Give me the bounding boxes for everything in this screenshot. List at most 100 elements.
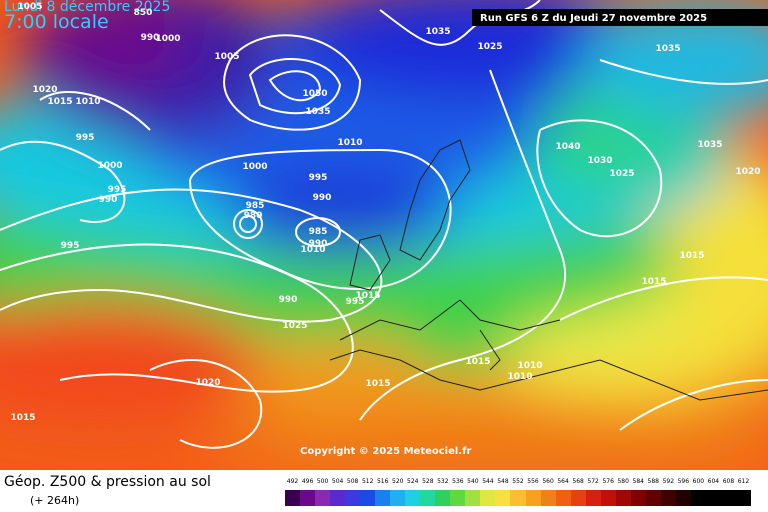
scale-swatch xyxy=(735,490,751,506)
scale-label: 560 xyxy=(542,478,554,485)
isobar-label: 995 xyxy=(309,173,328,183)
scale-label: 528 xyxy=(422,478,434,485)
scale-swatch xyxy=(315,490,331,506)
scale-swatch xyxy=(675,490,691,506)
isobar-label: 990 xyxy=(141,33,160,43)
scale-label: 588 xyxy=(647,478,659,485)
scale-label: 612 xyxy=(737,478,750,485)
scale-label: 492 xyxy=(286,478,299,485)
scale-swatch xyxy=(420,490,436,506)
isobar-label: 1020 xyxy=(195,378,220,388)
scale-swatch xyxy=(330,490,346,506)
isobar-label: 1015 xyxy=(47,97,72,107)
scale-label: 524 xyxy=(407,478,419,485)
scale-swatch xyxy=(450,490,466,506)
isobar-label: 1015 xyxy=(10,413,35,423)
isobar-label: 990 xyxy=(309,239,328,249)
scale-swatch xyxy=(360,490,376,506)
isobar-lines xyxy=(0,0,768,449)
isobar-label: 1025 xyxy=(282,321,307,331)
scale-swatch xyxy=(690,490,706,506)
isobar-label: 1035 xyxy=(425,27,450,37)
scale-swatch xyxy=(525,490,541,506)
isobar-label: 990 xyxy=(279,295,298,305)
scale-swatch xyxy=(720,490,736,506)
scale-label: 532 xyxy=(437,478,449,485)
isobar-label: 1015 xyxy=(365,379,390,389)
scale-swatch xyxy=(345,490,361,506)
footer-title: Géop. Z500 & pression au sol xyxy=(4,474,211,490)
coastlines xyxy=(329,139,768,401)
isobar-label: 1000 xyxy=(155,34,180,44)
scale-label: 552 xyxy=(512,478,524,485)
isobar-label: 1000 xyxy=(242,162,267,172)
scale-label: 600 xyxy=(692,478,705,485)
isobar-label: 1010 xyxy=(517,361,542,371)
isobar-label: 850 xyxy=(134,8,153,18)
isobar-label: 995 xyxy=(346,297,365,307)
scale-swatch xyxy=(480,490,496,506)
scale-label: 500 xyxy=(316,478,329,485)
scale-swatch xyxy=(600,490,616,506)
isobar-label: 1010 xyxy=(337,138,362,148)
scale-swatch xyxy=(705,490,721,506)
scale-label: 496 xyxy=(301,478,314,485)
scale-label: 580 xyxy=(617,478,629,485)
field xyxy=(0,0,768,470)
isobar-label: 995 xyxy=(76,133,95,143)
map: 7:00 locale Lundi 8 décembre 2025 Run GF… xyxy=(0,0,768,470)
isobar-label: 1015 xyxy=(465,357,490,367)
scale-swatch xyxy=(375,490,391,506)
scale-swatch xyxy=(300,490,316,506)
scale-swatch xyxy=(630,490,646,506)
scale-swatch xyxy=(645,490,661,506)
isobar-label: 1015 xyxy=(679,251,704,261)
isobar-label: 1000 xyxy=(97,161,122,171)
scale-label: 540 xyxy=(467,478,479,485)
scale-swatch xyxy=(540,490,556,506)
isobar-label: 1035 xyxy=(697,140,722,150)
scale-label: 512 xyxy=(361,478,374,485)
scale-swatch xyxy=(465,490,481,506)
isobar-label: 1020 xyxy=(32,85,57,95)
isobar-label: 1025 xyxy=(609,169,634,179)
scale-label: 516 xyxy=(376,478,389,485)
scale-label: 564 xyxy=(557,478,569,485)
run-label: Run GFS 6 Z du Jeudi 27 novembre 2025 xyxy=(480,13,707,24)
isobar-label: 1010 xyxy=(507,372,532,382)
isobar-label: 1005 xyxy=(17,2,42,12)
isobar-label: 985 xyxy=(309,227,328,237)
copyright: Copyright © 2025 Meteociel.fr xyxy=(300,446,471,457)
scale-label: 508 xyxy=(346,478,359,485)
isobar-label: 985 xyxy=(246,201,265,211)
scale-label: 536 xyxy=(452,478,464,485)
isobar-label: 1020 xyxy=(735,167,760,177)
scale-swatch xyxy=(660,490,676,506)
scale-swatch xyxy=(510,490,526,506)
time-label: 7:00 locale xyxy=(4,11,109,33)
scale-label: 544 xyxy=(482,478,494,485)
isobar-label: 1030 xyxy=(587,156,612,166)
scale-label: 576 xyxy=(602,478,614,485)
scale-label: 604 xyxy=(707,478,720,485)
scale-label: 572 xyxy=(587,478,599,485)
scale-swatch xyxy=(585,490,601,506)
isobar-label: 990 xyxy=(313,193,332,203)
isobar-label: 980 xyxy=(244,211,263,221)
isobar-label: 1035 xyxy=(655,44,680,54)
scale-label: 556 xyxy=(527,478,539,485)
scale-swatch xyxy=(555,490,571,506)
isobar-label: 1010 xyxy=(300,245,325,255)
scale-label: 596 xyxy=(677,478,690,485)
scale-swatch xyxy=(405,490,421,506)
color-scale: 492 496 500 504 508 512 516 520 524 528 532 536 540 5… xyxy=(285,478,751,508)
scale-swatch xyxy=(615,490,631,506)
scale-label: 548 xyxy=(497,478,509,485)
scale-label: 592 xyxy=(662,478,675,485)
scale-swatch xyxy=(570,490,586,506)
date-label: Lundi 8 décembre 2025 xyxy=(4,0,170,15)
scale-swatch xyxy=(435,490,451,506)
scale-swatch xyxy=(285,490,301,506)
